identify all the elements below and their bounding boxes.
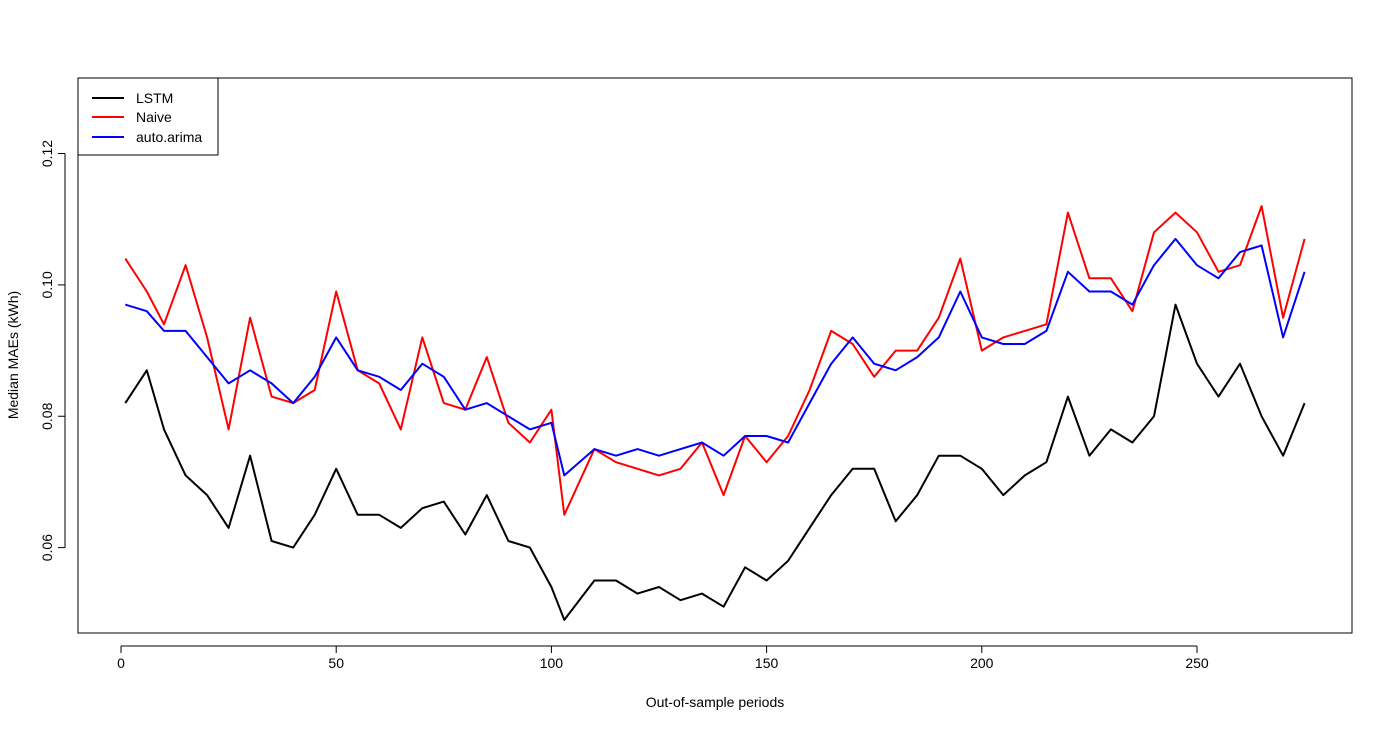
y-tick-label: 0.10 (39, 271, 55, 298)
x-tick-label: 150 (755, 655, 779, 671)
y-tick-label: 0.06 (39, 534, 55, 561)
legend-label-auto-arima: auto.arima (136, 129, 202, 145)
y-tick-label: 0.12 (39, 140, 55, 167)
x-axis: 0 50 100 150 200 250 (117, 645, 1209, 671)
series-line-naive (124, 205, 1306, 516)
x-tick-label: 0 (117, 655, 125, 671)
y-axis: 0.06 0.08 0.10 0.12 (39, 140, 66, 561)
x-tick-label: 200 (970, 655, 994, 671)
x-tick-label: 50 (328, 655, 344, 671)
series-line-lstm (124, 303, 1306, 621)
x-axis-label: Out-of-sample periods (646, 694, 785, 710)
legend: LSTM Naive auto.arima (77, 77, 219, 156)
x-tick-label: 100 (540, 655, 564, 671)
series-layer (124, 205, 1306, 621)
y-axis-label: Median MAEs (kWh) (5, 291, 21, 419)
legend-label-lstm: LSTM (136, 90, 173, 106)
plot-frame (77, 77, 1353, 634)
legend-label-naive: Naive (136, 109, 172, 125)
series-line-auto-arima (125, 237, 1306, 477)
legend-box (77, 77, 219, 156)
x-tick-label: 250 (1185, 655, 1209, 671)
y-tick-label: 0.08 (39, 402, 55, 429)
